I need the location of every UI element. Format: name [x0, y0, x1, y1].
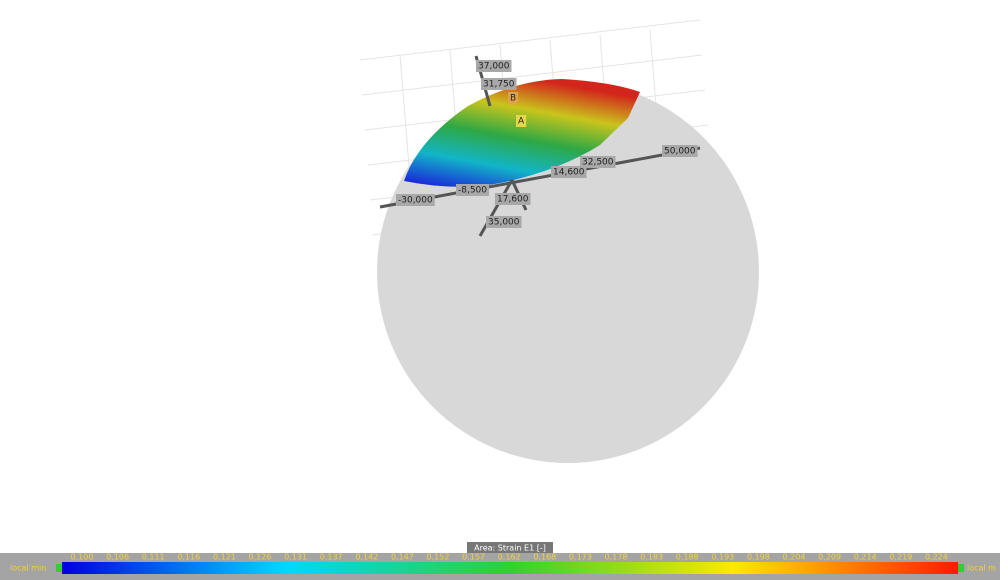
- axis-label: B: [510, 94, 516, 104]
- label-bg: [508, 92, 519, 104]
- local-min: local min: [10, 564, 46, 573]
- colorbar-tick: 0,214: [854, 553, 877, 562]
- colorbar-tick: 0,224: [925, 553, 948, 562]
- axis-label: 14,600: [553, 168, 585, 178]
- colorbar-tick: 0,219: [889, 553, 912, 562]
- colorbar-tick: 0,178: [605, 553, 628, 562]
- max-marker: [958, 564, 964, 572]
- axis-label: 50,000: [664, 147, 696, 157]
- colorbar-tick: 0,157: [462, 553, 485, 562]
- axis-label: 31,750: [483, 80, 515, 90]
- colorbar-tick: 0,111: [142, 553, 165, 562]
- colorbar-tick: 0,173: [569, 553, 592, 562]
- colorbar-tick: 0,126: [249, 553, 272, 562]
- min-marker: [56, 564, 62, 572]
- label-bg: [396, 194, 435, 206]
- colorbar-tick: 0,209: [818, 553, 841, 562]
- label-bg: [456, 184, 490, 196]
- colorbar-tick: 0,116: [177, 553, 200, 562]
- strain-surface: [404, 79, 640, 187]
- label-bg: [551, 166, 587, 178]
- axis-label: 32,500: [582, 158, 614, 168]
- colorbar-tick: 0,106: [106, 553, 129, 562]
- label-bg: [486, 216, 522, 228]
- colorbar-tick: 0,147: [391, 553, 414, 562]
- colorbar: [62, 562, 958, 574]
- axis-label: -8,500: [458, 186, 487, 196]
- colorbar-tick: 0,183: [640, 553, 663, 562]
- label-bg: [476, 60, 512, 72]
- axis-label: A: [518, 117, 525, 127]
- colorbar-tick: 0,162: [498, 553, 521, 562]
- label-bg: [516, 115, 527, 127]
- axis-label: 17,600: [497, 195, 529, 205]
- colorbar-tick: 0,198: [747, 553, 770, 562]
- local-max: local m: [967, 564, 996, 573]
- label-bg: [481, 78, 517, 90]
- colorbar-tick: 0,137: [320, 553, 343, 562]
- label-bg: [495, 193, 531, 205]
- colorbar-tick: 0,204: [783, 553, 806, 562]
- label-bg: [662, 145, 698, 157]
- colorbar-tick: 0,131: [284, 553, 307, 562]
- axis-label: -30,000: [398, 196, 433, 206]
- label-bg: [580, 156, 616, 168]
- colorbar-tick: 0,193: [711, 553, 734, 562]
- colorbar-tick: 0,100: [71, 553, 94, 562]
- colorbar-tick: 0,188: [676, 553, 699, 562]
- colorbar-title-bg: [467, 542, 553, 553]
- colorbar-tick: 0,142: [355, 553, 378, 562]
- colorbar-tick: 0,152: [427, 553, 450, 562]
- colorbar-tick: 0,121: [213, 553, 236, 562]
- colorbar-title: Area: Strain E1 [-]: [474, 544, 546, 553]
- axis-label: 35,000: [488, 218, 520, 228]
- axis-label: 37,000: [478, 62, 510, 72]
- colorbar-tick: 0,168: [533, 553, 556, 562]
